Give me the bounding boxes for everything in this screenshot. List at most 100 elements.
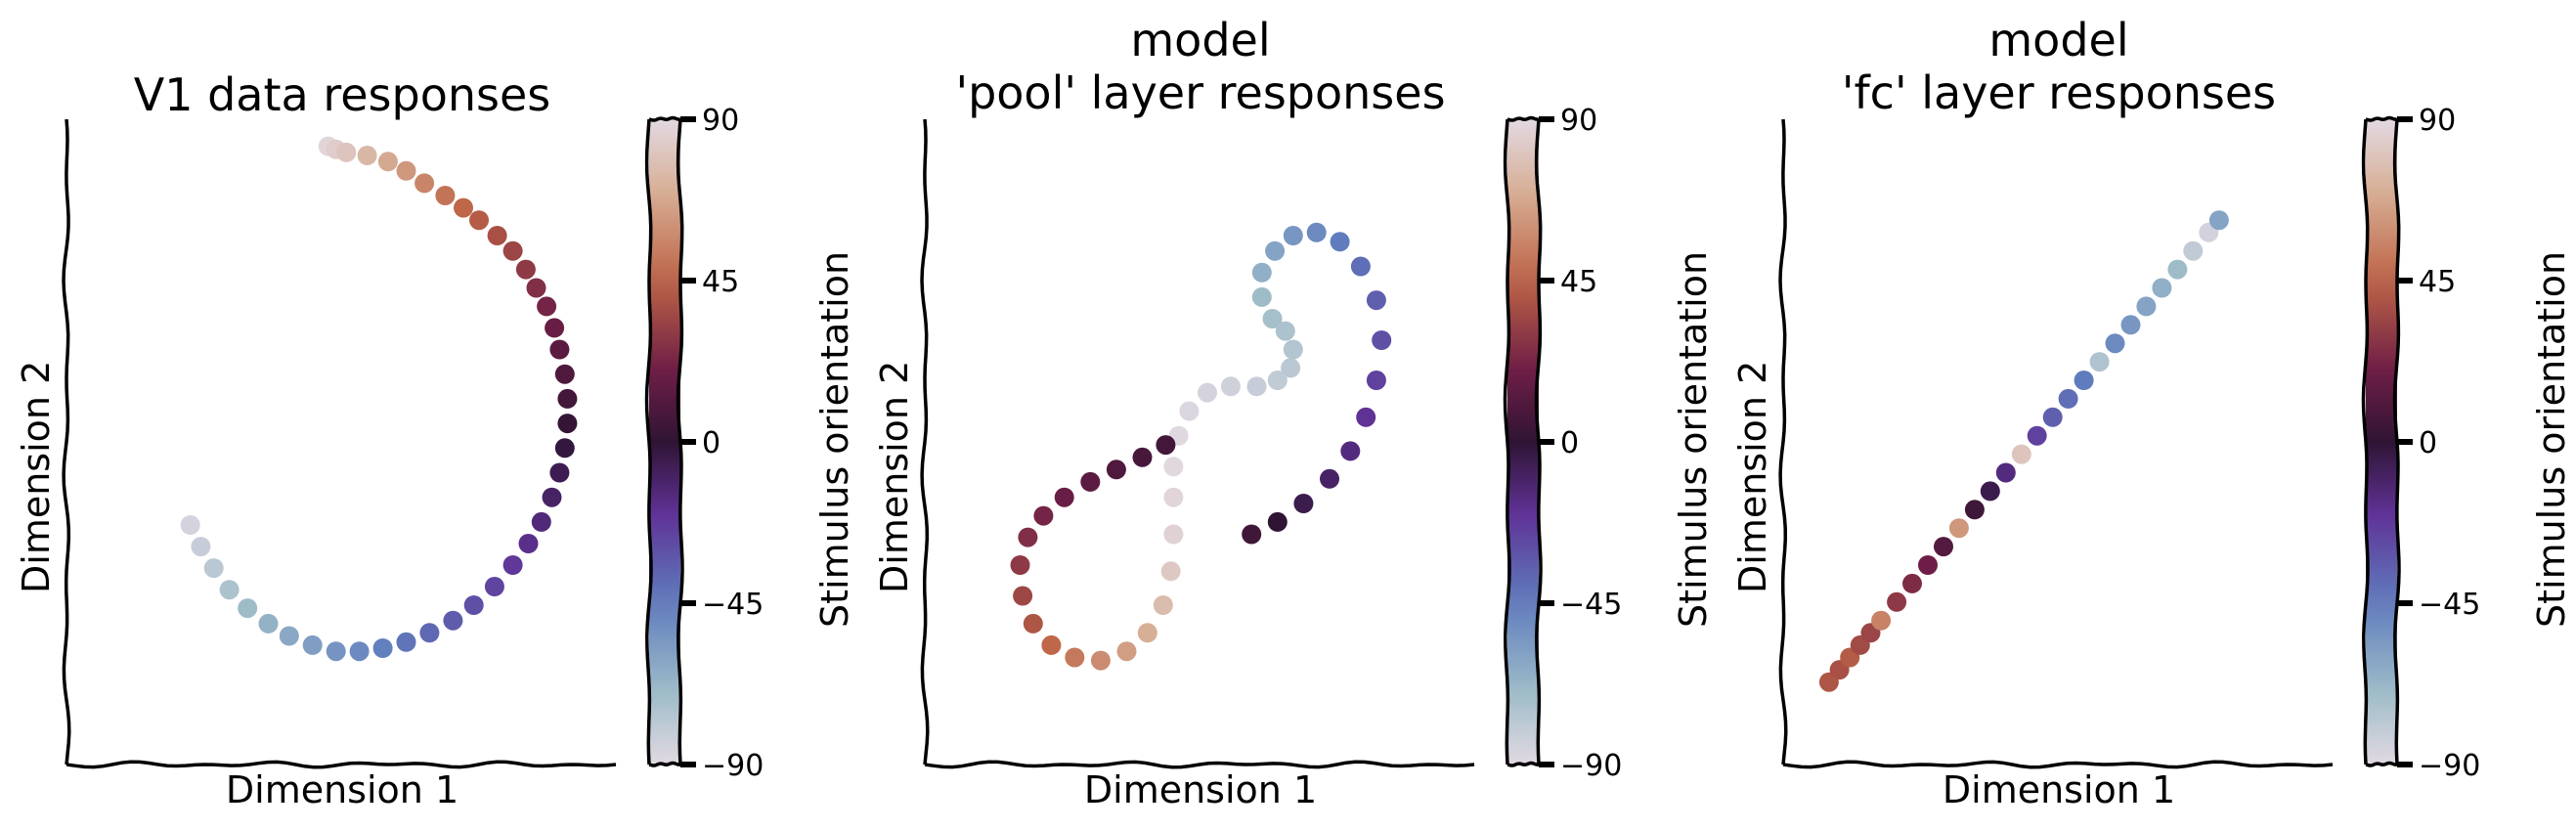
data-point	[336, 142, 357, 162]
y-axis-label: Dimension 2	[15, 360, 58, 593]
data-point	[372, 638, 393, 658]
data-point	[396, 160, 416, 181]
data-point	[1198, 382, 1217, 403]
scatter-plot: 90 45 0 −45 −90	[62, 104, 764, 783]
colorbar-tick-label: −90	[702, 749, 764, 783]
data-point	[1080, 471, 1101, 492]
data-point	[2136, 296, 2157, 317]
title-line: 'fc' layer responses	[1841, 66, 2277, 119]
data-point	[238, 598, 258, 619]
colorbar-border	[1506, 115, 1540, 122]
x-axis-label: Dimension 1	[225, 768, 459, 811]
data-point	[1350, 256, 1371, 277]
data-point	[1179, 401, 1200, 421]
colorbar-border	[648, 761, 681, 767]
x-axis-spine	[65, 760, 617, 769]
data-point	[554, 364, 575, 384]
colorbar-label: Stimulus orientation	[1672, 250, 1715, 628]
colorbar-tick-label: −45	[702, 588, 764, 622]
data-point	[1340, 441, 1361, 461]
data-point	[1054, 487, 1074, 507]
y-axis-spine	[920, 118, 930, 765]
data-point	[454, 197, 473, 218]
data-point	[1275, 321, 1295, 341]
colorbar-label: Stimulus orientation	[2530, 250, 2573, 628]
chart-title: model 'pool' layer responses	[927, 14, 1474, 119]
data-point	[542, 487, 562, 507]
data-point	[2120, 315, 2141, 335]
colorbar-tick-label: 90	[2419, 104, 2456, 138]
data-point	[1262, 309, 1283, 328]
x-axis-spine	[924, 760, 1475, 769]
data-point	[502, 241, 523, 261]
data-point	[1902, 573, 1922, 593]
data-point	[419, 623, 440, 643]
data-point	[531, 511, 551, 532]
data-point	[377, 152, 398, 172]
data-point	[1163, 487, 1184, 507]
colorbar-border	[644, 118, 653, 765]
data-point	[1306, 222, 1327, 242]
chart-panel-fc: model 'fc' layer responses 90 45 0 −45 −90 D…	[1717, 0, 2575, 831]
colorbar-border	[2361, 118, 2370, 765]
data-point	[1281, 358, 1301, 378]
data-point	[1948, 518, 1969, 539]
data-point	[1010, 555, 1030, 575]
colorbar-tick-label: 45	[2419, 265, 2456, 299]
data-point	[219, 580, 240, 600]
data-point	[1116, 641, 1137, 662]
data-point	[349, 641, 370, 662]
colorbar-tick-label: 90	[1560, 104, 1597, 138]
data-point	[1065, 647, 1085, 668]
data-point	[396, 632, 416, 652]
data-point	[1132, 447, 1153, 467]
data-point	[1013, 586, 1033, 606]
colorbar-tick-label: 45	[702, 265, 739, 299]
data-point	[537, 296, 557, 317]
data-point	[1163, 524, 1184, 545]
data-point	[1356, 407, 1376, 427]
data-point	[557, 414, 578, 434]
data-point	[502, 555, 523, 575]
colorbar-tick-label: 90	[702, 104, 739, 138]
data-point	[1153, 595, 1173, 615]
data-point	[1251, 286, 1272, 307]
data-point	[203, 558, 224, 579]
data-point	[1330, 232, 1350, 252]
colorbar	[649, 119, 680, 765]
title-line: model	[1130, 14, 1271, 66]
scatter-plot: 90 45 0 −45 −90	[1778, 104, 2480, 783]
chart-title: V1 data responses	[68, 68, 616, 121]
colorbar-tick-label: 0	[702, 426, 720, 460]
colorbar-border	[1506, 761, 1540, 767]
data-point	[1293, 494, 1314, 513]
data-point	[1995, 462, 2016, 483]
data-point	[1283, 339, 1303, 360]
colorbar-border	[1503, 118, 1511, 765]
data-point	[518, 534, 539, 553]
data-point	[357, 146, 377, 165]
data-point	[1137, 623, 1157, 643]
data-point	[1242, 524, 1262, 545]
colorbar-border	[2365, 115, 2398, 122]
title-line: 'pool' layer responses	[955, 66, 1446, 119]
data-point	[415, 173, 435, 194]
data-point	[1918, 555, 1938, 575]
data-point	[1372, 330, 1392, 350]
data-point	[1023, 613, 1043, 634]
data-point	[1041, 634, 1062, 655]
colorbar	[2366, 119, 2397, 765]
y-axis-label: Dimension 2	[873, 360, 916, 593]
data-point	[2183, 241, 2204, 261]
data-point	[487, 226, 507, 245]
data-point	[463, 595, 484, 615]
data-point	[258, 613, 279, 634]
data-point	[1163, 457, 1184, 477]
data-point	[554, 438, 575, 459]
colorbar-label: Stimulus orientation	[813, 250, 856, 628]
scatter-plot: 90 45 0 −45 −90	[920, 104, 1622, 783]
data-point	[1887, 591, 1907, 612]
data-point	[1246, 376, 1267, 397]
colorbar-border	[648, 115, 681, 122]
data-point	[1106, 459, 1126, 480]
